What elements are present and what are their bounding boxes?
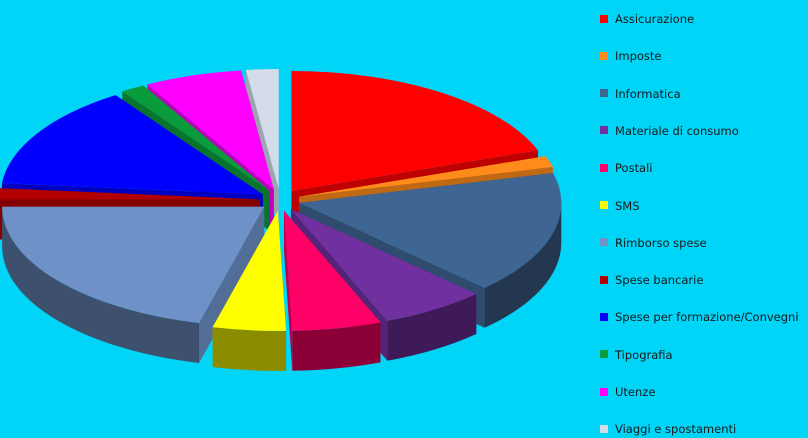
legend-label: Informatica	[615, 86, 681, 101]
legend-label: Viaggi e spostamenti	[615, 422, 737, 437]
legend-label: Spese bancarie	[615, 273, 704, 288]
legend-label: Postali	[615, 161, 653, 176]
legend-item-viaggi-e-spostamenti: Viaggi e spostamenti	[600, 420, 736, 438]
legend-item-materiale-di-consumo: Materiale di consumo	[600, 122, 739, 140]
legend-label: Spese per formazione/Convegni	[615, 310, 799, 325]
legend-swatch	[600, 51, 608, 60]
legend-item-rimborso-spese: Rimborso spese	[600, 234, 707, 252]
legend-item-imposte: Imposte	[600, 47, 662, 65]
legend-swatch	[600, 89, 608, 98]
legend-label: Tipografia	[615, 347, 673, 362]
pie-slice-sms	[212, 210, 287, 371]
legend-swatch	[600, 14, 608, 23]
legend-item-spese-bancarie: Spese bancarie	[600, 271, 703, 289]
legend-swatch	[600, 126, 608, 135]
pie-slice-postali	[284, 210, 381, 371]
legend-swatch	[600, 312, 608, 321]
legend-label: Imposte	[615, 49, 662, 64]
legend-item-assicurazione: Assicurazione	[600, 10, 694, 28]
legend-item-informatica: Informatica	[600, 85, 681, 103]
legend-swatch	[600, 275, 608, 284]
pie-chart	[0, 69, 562, 371]
legend-swatch	[600, 350, 608, 359]
legend-label: Utenze	[615, 385, 656, 399]
legend-label: Assicurazione	[615, 12, 695, 26]
legend-label: SMS	[615, 198, 640, 213]
legend-item-sms: SMS	[600, 197, 640, 215]
legend-swatch	[600, 387, 608, 396]
legend-swatch	[600, 163, 608, 172]
legend-item-postali: Postali	[600, 159, 653, 177]
legend-item-spese-per-formazione-convegni: Spese per formazione/Convegni	[600, 308, 799, 326]
legend-swatch	[600, 201, 608, 209]
legend-swatch	[600, 424, 608, 433]
legend-item-tipografia: Tipografia	[600, 346, 673, 364]
legend-label: Materiale di consumo	[615, 123, 739, 138]
legend-item-utenze: Utenze	[600, 383, 655, 401]
legend-label: Rimborso spese	[615, 235, 707, 250]
legend-swatch	[600, 238, 608, 247]
